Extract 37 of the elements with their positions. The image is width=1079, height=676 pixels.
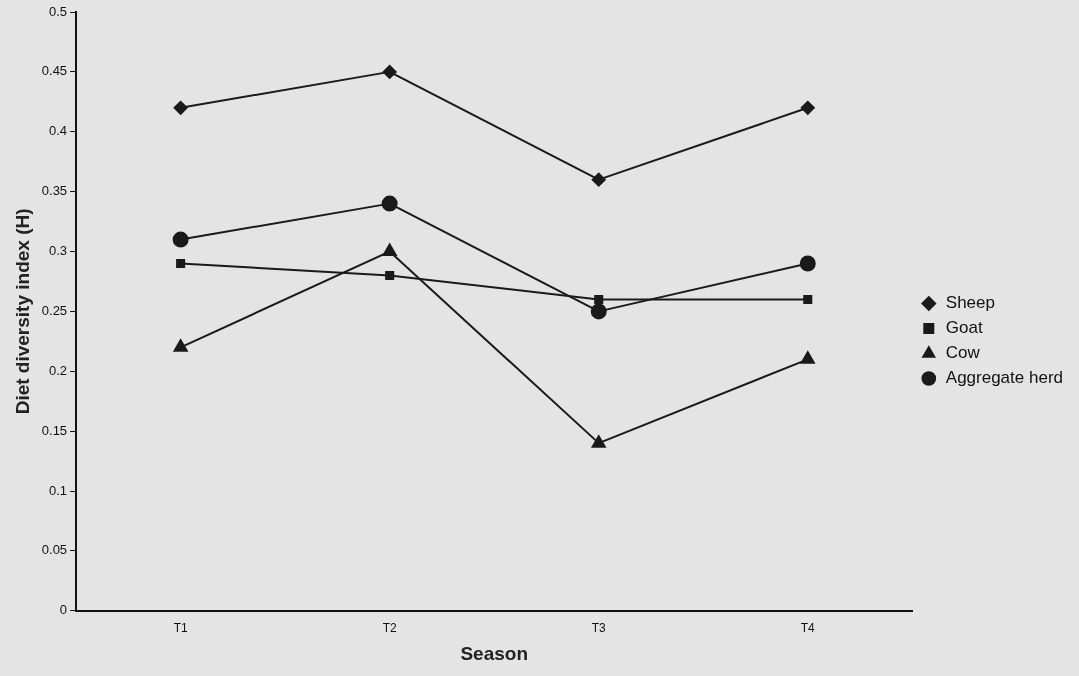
- y-axis-title: Diet diversity index (H): [11, 208, 33, 415]
- y-tick-label: 0.05: [41, 542, 68, 558]
- point: [382, 243, 397, 257]
- point: [591, 435, 606, 448]
- point: [800, 351, 815, 364]
- point: [590, 303, 607, 320]
- point: [172, 231, 189, 248]
- x-tick-label: T2: [382, 621, 397, 636]
- legend-label: Cow: [945, 343, 981, 363]
- point: [173, 100, 188, 115]
- legend-label: Goat: [945, 318, 983, 338]
- x-tick-label: T4: [800, 621, 816, 636]
- y-tick-label: 0.1: [49, 482, 68, 498]
- y-tick-label: 0: [59, 602, 68, 618]
- y-tick-label: 0.2: [49, 362, 68, 378]
- point: [591, 172, 606, 187]
- x-axis-title: Season: [460, 642, 528, 664]
- point: [381, 195, 398, 212]
- point: [800, 100, 815, 115]
- y-tick-label: 0.35: [41, 183, 68, 199]
- point: [799, 255, 816, 272]
- point: [176, 258, 186, 269]
- legend-label: Aggregate herd: [945, 368, 1063, 388]
- y-tick-label: 0.4: [49, 123, 68, 139]
- point: [382, 64, 397, 79]
- point: [173, 339, 188, 352]
- x-tick-label: T1: [173, 621, 188, 636]
- y-tick-label: 0.5: [49, 3, 68, 19]
- x-tick-label: T3: [591, 621, 607, 636]
- point: [594, 294, 604, 304]
- y-tick-label: 0.15: [41, 422, 68, 438]
- y-tick-label: 0.25: [41, 302, 68, 318]
- point: [803, 294, 813, 304]
- y-tick-label: 0.45: [41, 63, 68, 79]
- point: [385, 270, 395, 281]
- legend-label: Sheep: [945, 293, 995, 313]
- y-tick-label: 0.3: [49, 243, 68, 259]
